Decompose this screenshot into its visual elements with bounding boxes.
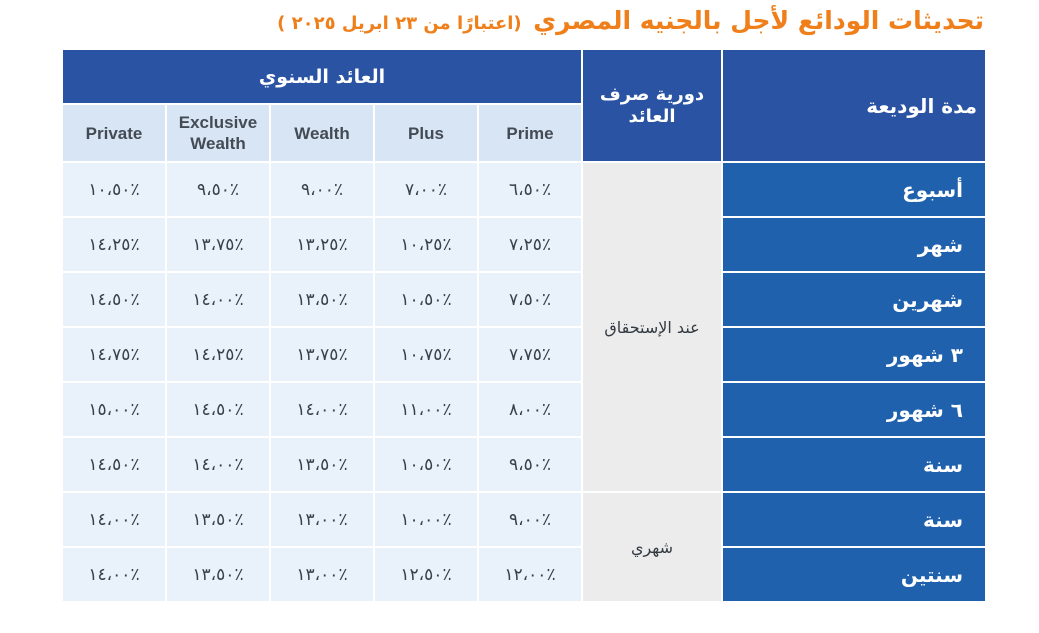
rate-cell: ٪١٣،٥٠ [269,271,375,328]
rate-cell: ٪١٤،٥٠ [61,436,167,493]
rate-cell: ٪١٢،٠٠ [476,546,584,603]
rate-cell: ٪٨،٠٠ [476,381,584,438]
term-cell: سنة [721,491,988,548]
rate-cell: ٪١٤،٢٥ [61,216,167,273]
rate-cell: ٪١٤،٠٠ [165,271,271,328]
rate-cell: ٪١٠،٢٥ [373,216,479,273]
rate-cell: ٪١٢،٥٠ [373,546,479,603]
rate-cell: ٪١٤،٢٥ [165,326,271,383]
tier-header-prime: Prime [476,103,584,163]
rate-cell: ٪١٣،٠٠ [269,546,375,603]
rate-cell: ٪١٣،٢٥ [269,216,375,273]
rate-cell: ٪١٠،٧٥ [373,326,479,383]
table-row: ٪١٤،٧٥ ٪١٤،٢٥ ٪١٣،٧٥ ٪١٠،٧٥ ٪٧،٧٥ ٣ شهور [61,326,988,383]
tier-header-wealth: Wealth [269,103,375,163]
rate-cell: ٪٧،٠٠ [373,161,479,218]
table-row: ٪١٤،٥٠ ٪١٤،٠٠ ٪١٣،٥٠ ٪١٠،٥٠ ٪٧،٥٠ شهرين [61,271,988,328]
rate-cell: ٪١٣،٥٠ [165,546,271,603]
table-row: ٪١٤،٢٥ ٪١٣،٧٥ ٪١٣،٢٥ ٪١٠،٢٥ ٪٧،٢٥ شهر [61,216,988,273]
rate-cell: ٪١٠،٥٠ [373,271,479,328]
deposit-term-header: مدة الوديعة [721,48,988,163]
tier-header-exclusive-wealth: Exclusive Wealth [165,103,271,163]
annual-return-header: العائد السنوي [60,48,584,105]
page-title: تحديثات الودائع لأجل بالجنيه المصري (اعت… [277,6,984,35]
rate-cell: ٪١١،٠٠ [373,381,479,438]
rate-cell: ٪٩،٠٠ [476,491,584,548]
term-cell: شهر [721,216,988,273]
term-cell: أسبوع [721,161,988,218]
term-cell: ٦ شهور [721,381,988,438]
table-row: ٪١٠،٥٠ ٪٩،٥٠ ٪٩،٠٠ ٪٧،٠٠ ٪٦،٥٠ عند الإست… [61,161,988,493]
table-row: ٪١٤،٠٠ ٪١٣،٥٠ ٪١٣،٠٠ ٪١٠،٠٠ ٪٩،٠٠ شهري س… [61,491,988,603]
deposit-rates-table: العائد السنوي دورية صرف العائد مدة الودي… [60,48,988,603]
rate-cell: ٪١٣،٠٠ [269,491,375,548]
rate-cell: ٪٧،٢٥ [476,216,584,273]
rate-cell: ٪١٠،٥٠ [373,436,479,493]
title-main: تحديثات الودائع لأجل بالجنيه المصري [533,6,984,35]
table-row: ٪١٥،٠٠ ٪١٤،٥٠ ٪١٤،٠٠ ٪١١،٠٠ ٪٨،٠٠ ٦ شهور [61,381,988,438]
payout-at-maturity: عند الإستحقاق [581,161,724,493]
rate-cell: ٪١٤،٥٠ [61,271,167,328]
rate-cell: ٪٦،٥٠ [476,161,584,218]
rate-cell: ٪٧،٥٠ [476,271,584,328]
rate-cell: ٪١٤،٠٠ [165,436,271,493]
rate-cell: ٪١٤،٧٥ [61,326,167,383]
rate-cell: ٪٩،٠٠ [269,161,375,218]
term-cell: سنة [721,436,988,493]
rate-cell: ٪٩،٥٠ [165,161,271,218]
rate-cell: ٪٧،٧٥ [476,326,584,383]
tier-header-private: Private [61,103,167,163]
rate-cell: ٪١٠،٠٠ [373,491,479,548]
term-cell: شهرين [721,271,988,328]
table-row: ٪١٤،٠٠ ٪١٣،٥٠ ٪١٣،٠٠ ٪١٢،٥٠ ٪١٢،٠٠ سنتين [61,546,988,603]
rate-cell: ٪١٤،٠٠ [269,381,375,438]
rate-cell: ٪١٤،٠٠ [61,546,167,603]
rate-cell: ٪١٤،٠٠ [61,491,167,548]
title-date: (اعتبارًا من ٢٣ ابريل ٢٠٢٥ ) [277,13,522,34]
rate-cell: ٪١٣،٥٠ [165,491,271,548]
rate-cell: ٪١٣،٧٥ [165,216,271,273]
rate-cell: ٪١٣،٧٥ [269,326,375,383]
term-cell: ٣ شهور [721,326,988,383]
rate-cell: ٪١٣،٥٠ [269,436,375,493]
rate-cell: ٪١٤،٥٠ [165,381,271,438]
rate-cell: ٪٩،٥٠ [476,436,584,493]
tier-header-plus: Plus [373,103,479,163]
rate-cell: ٪١٥،٠٠ [61,381,167,438]
payout-frequency-header: دورية صرف العائد [581,48,724,163]
rate-cell: ٪١٠،٥٠ [61,161,167,218]
term-cell: سنتين [721,546,988,603]
payout-monthly: شهري [581,491,724,603]
table-row: ٪١٤،٥٠ ٪١٤،٠٠ ٪١٣،٥٠ ٪١٠،٥٠ ٪٩،٥٠ سنة [61,436,988,493]
